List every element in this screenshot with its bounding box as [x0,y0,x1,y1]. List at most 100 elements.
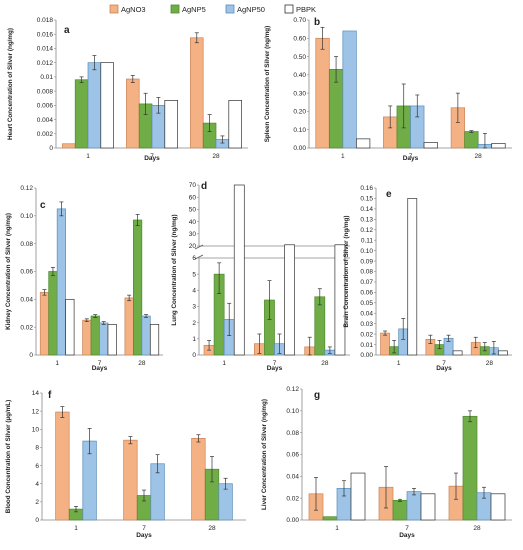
y-tick-label-upper: 20 [189,243,197,250]
y-tick-label: 0 [35,517,39,524]
y-tick-label: 1 [192,336,196,343]
y-tick-label: 0.02 [20,324,33,331]
y-tick-label: 0.16 [360,185,373,192]
bar-pbpk [420,493,436,521]
y-tick-label: 2 [35,499,39,506]
y-tick-label: 6 [192,255,196,262]
x-tick-label: 28 [475,153,483,160]
y-tick-label: 14 [32,390,40,397]
y-tick-label: 0.06 [20,269,33,276]
y-tick-label: 5 [192,271,196,278]
y-axis-label: Blood Concentration of Silver (µg/mL) [5,400,12,513]
y-tick-label: 0.14 [360,206,373,213]
x-tick-label: 28 [486,360,494,367]
axis-break-mark [194,254,204,260]
chart-panel-b: 0.00 0.10 0.20 0.30 0.40 0.50 0.60 0.70 1 7 28 Days… [264,17,512,162]
bar-pbpk [498,350,508,356]
bar-agno3 [82,319,92,356]
bar-agnp5 [90,315,100,356]
bar-pbpk [228,100,242,149]
y-axis-label: Kidney Concentration of Silver (ng/mg) [5,213,12,330]
bar-agnp50 [56,208,66,356]
x-axis-label: Days [436,365,452,372]
bar-agno3 [62,143,76,149]
bar-pbpk [149,324,160,356]
y-tick-label: 0.70 [293,17,306,24]
y-tick-label: 4 [35,481,39,488]
bar-agno3 [126,78,140,149]
bar-pbpk [65,298,75,356]
bar-pbpk [490,493,506,521]
legend-swatch [109,4,119,14]
y-tick-label: 0.006 [37,103,54,110]
bar-agnp50 [99,322,109,356]
axis-break-mark [194,244,204,250]
panel-letter: e [386,189,392,200]
x-tick-label: 7 [150,153,154,160]
x-tick-label: 7 [442,360,446,367]
y-tick-label: 0.00 [286,517,299,524]
bar-pbpk [284,244,295,356]
x-tick-label: 1 [222,360,226,367]
x-tick-label: 1 [397,360,401,367]
y-tick-label: 4 [192,288,196,295]
y-tick-label-upper: 30 [189,231,197,238]
legend-label: AgNP50 [237,5,265,14]
bar-agnp50 [342,30,357,149]
bar-agnp5 [322,516,338,521]
y-tick-label: 0.30 [293,90,306,97]
bar-pbpk [100,62,114,149]
y-tick-label: 0.40 [293,72,306,79]
bar-pbpk [334,244,346,356]
x-axis-label: Days [267,365,283,372]
x-tick-label: 7 [409,153,413,160]
y-axis-label: Heart Concentration of Silver (ng/mg) [7,28,14,140]
y-tick-label: 0.04 [20,297,33,304]
y-tick-label: 0.014 [37,46,54,53]
y-tick-label: 0.06 [286,452,299,459]
y-tick-label: 0.10 [286,408,299,415]
y-tick-label: 0.09 [360,258,373,265]
y-tick-label: 0.10 [360,248,373,255]
y-tick-label: 10 [32,426,40,433]
bar-agnp50 [406,491,422,521]
y-tick-label: 0.05 [360,300,373,307]
x-tick-label: 7 [273,360,277,367]
bar-pbpk [350,472,366,521]
bar-pbpk [423,142,438,149]
panel-letter: a [64,25,70,36]
x-tick-label: 28 [138,360,146,367]
y-tick-label: 0.60 [293,35,306,42]
y-tick-label: 0 [49,145,53,152]
chart-panel-d: 0 1 2 3 4 5 6 20 30 40 50 60 70 1 7 28 Days Lung Concentr… [171,181,350,372]
x-tick-label: 7 [142,525,146,532]
bar-pbpk [107,324,117,356]
y-tick-label-upper: 40 [189,219,197,226]
y-axis-label: Liver Concentration of Silver (ng/mg) [261,399,268,510]
bar-agno3 [123,439,138,521]
x-axis-label: Days [92,365,108,372]
x-tick-label: 1 [74,525,78,532]
x-tick-label: 7 [98,360,102,367]
y-axis-label: Spleen Concentration of Silver (ng/mg) [264,26,271,143]
legend-swatch [225,4,235,14]
x-tick-label: 1 [335,525,339,532]
y-tick-label: 0.20 [293,109,306,116]
y-tick-label: 0.12 [20,185,33,192]
x-tick-label: 28 [212,153,220,160]
chart-panel-a: 0 0.002 0.004 0.006 0.008 0.01 0.012 0.014 0.016… [7,17,248,162]
panel-letter: c [40,200,46,211]
y-tick-label: 0.002 [37,131,54,138]
x-tick-label: 28 [321,360,329,367]
y-tick-label-upper: 50 [189,207,197,214]
x-tick-label: 1 [55,360,59,367]
y-tick-label: 0.018 [37,17,54,24]
y-tick-label: 0.07 [360,279,373,286]
bar-agnp5 [392,500,408,521]
bar-agno3 [124,297,134,356]
x-tick-label: 7 [405,525,409,532]
bar-agnp5 [462,415,478,521]
y-tick-label: 0.08 [360,269,373,276]
legend-label: AgNP5 [182,5,206,14]
y-axis-label: Lung Concentration of Silver (ng/mg) [171,214,178,325]
